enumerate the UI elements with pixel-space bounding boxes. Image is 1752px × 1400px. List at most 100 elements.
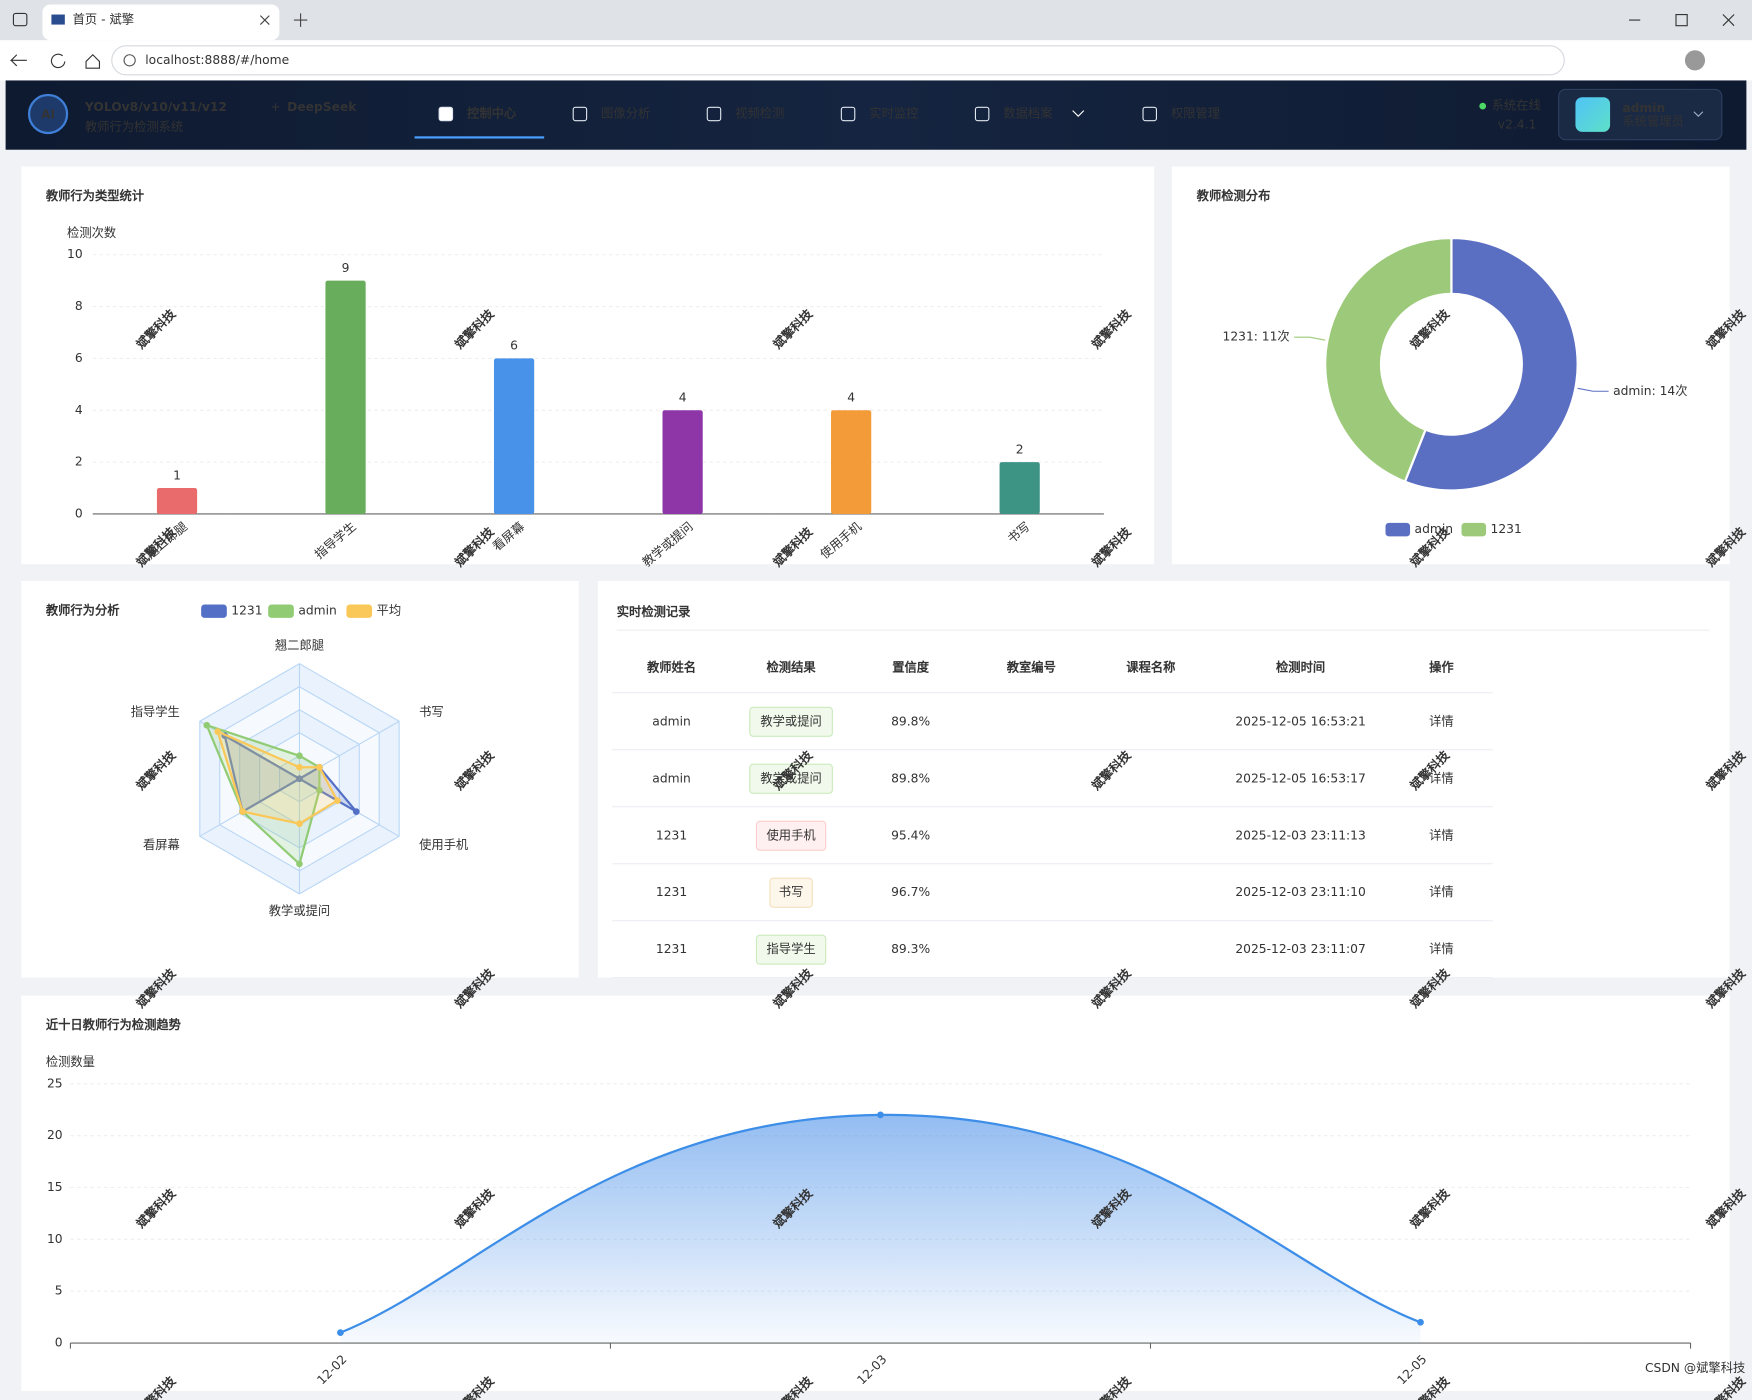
tab-title[interactable]: 首页 - 斌擎 (73, 12, 134, 27)
detail-link[interactable]: 详情 (1429, 884, 1454, 899)
legend-label[interactable]: admin (298, 604, 336, 618)
cell: 1231 (656, 828, 687, 842)
status-dot (1479, 102, 1487, 110)
result-tag (749, 763, 833, 794)
bar (493, 358, 535, 514)
data-label: 4 (847, 390, 855, 404)
nav-item[interactable]: 视频检测 (735, 105, 784, 120)
nav-icon (706, 106, 722, 122)
column-header: 课程名称 (1126, 660, 1176, 675)
cell: 2025-12-05 16:53:21 (1235, 714, 1365, 728)
new-tab-icon[interactable] (293, 13, 308, 27)
legend-label[interactable]: 1231 (1491, 522, 1522, 536)
legend-label[interactable]: 1231 (231, 604, 262, 618)
cell: 89.8% (891, 771, 930, 785)
window-controls (1629, 13, 1735, 27)
result-tag-text: 使用手机 (767, 827, 817, 842)
tab-bar (0, 0, 1752, 41)
line-point (877, 1111, 884, 1119)
active-tab[interactable] (42, 4, 280, 41)
radar-label: 使用手机 (419, 837, 469, 852)
nav-item[interactable]: 实时监控 (869, 105, 918, 120)
card (21, 166, 1155, 565)
nav-item[interactable]: 数据档案 (1003, 105, 1052, 120)
cell: 1231 (656, 885, 687, 899)
card-title: 教师检测分布 (1196, 188, 1271, 203)
detail-link[interactable]: 详情 (1429, 827, 1454, 842)
icon (12, 12, 28, 27)
address-bar[interactable] (111, 45, 1565, 76)
radar-label: 书写 (419, 705, 444, 719)
radar-point (203, 721, 211, 729)
dropdown-icon (1693, 111, 1704, 117)
title: DeepSeek (287, 100, 357, 114)
nav-item[interactable]: 图像分析 (601, 106, 650, 120)
y-tick-label: 0 (75, 506, 83, 520)
credit: CSDN @斌擎科技 (1645, 1360, 1745, 1375)
subtitle: 教师行为检测系统 (85, 119, 183, 134)
y-tick-label: 15 (47, 1180, 63, 1194)
nav-icons[interactable] (9, 53, 101, 69)
nav-item[interactable]: 权限管理 (1171, 105, 1220, 120)
legend-label[interactable]: admin (1415, 522, 1453, 536)
detail-link[interactable]: 详情 (1429, 770, 1454, 785)
nav-icon (438, 106, 454, 122)
column-header: 教室编号 (1006, 660, 1056, 675)
cell: 1231 (656, 942, 687, 956)
axis-title: 检测数量 (46, 1054, 95, 1069)
legend-swatch[interactable] (346, 604, 373, 618)
result-tag-text: 指导学生 (767, 941, 816, 956)
y-tick-label: 2 (75, 455, 83, 469)
card-title: 近十日教师行为检测趋势 (46, 1017, 182, 1032)
card-title: 教师行为分析 (45, 603, 120, 618)
pie-slice (1324, 236, 1453, 483)
title: + (270, 100, 280, 114)
cell: 96.7% (891, 885, 930, 899)
data-label: 9 (342, 261, 350, 275)
profile-icon[interactable] (1684, 50, 1706, 71)
version-text: v2.4.1 (1498, 118, 1537, 132)
legend-swatch[interactable] (201, 604, 227, 618)
axis-title: 检测次数 (67, 225, 116, 240)
nav-item[interactable]: 控制中心 (467, 105, 517, 120)
card (1172, 166, 1730, 565)
card-title: 实时检测记录 (617, 604, 691, 619)
y-tick-label: 4 (75, 403, 83, 417)
detail-link[interactable]: 详情 (1429, 941, 1454, 956)
legend-swatch[interactable] (268, 604, 294, 618)
dropdown-icon[interactable] (1072, 110, 1085, 117)
title: YOLOv8/v10/v11/v12 (84, 100, 227, 114)
line-point (337, 1329, 344, 1336)
app-header (5, 80, 1747, 150)
cell: 95.4% (891, 828, 930, 842)
url-text[interactable]: localhost:8888/#/home (145, 53, 289, 67)
cell: 89.8% (891, 714, 930, 728)
card (597, 581, 1730, 978)
user-name: admin (1622, 101, 1665, 115)
detail-link[interactable]: 详情 (1429, 713, 1454, 728)
column-header: 操作 (1429, 660, 1454, 675)
legend-swatch[interactable] (1385, 522, 1411, 537)
close-icon[interactable] (259, 15, 270, 25)
legend-swatch[interactable] (1461, 522, 1487, 537)
y-tick-label: 6 (75, 351, 83, 365)
card-title: 教师行为类型统计 (45, 188, 145, 203)
pie-slice (1403, 236, 1579, 492)
radar-point (352, 808, 360, 815)
cell: 89.3% (891, 942, 930, 956)
radar-point (214, 728, 222, 735)
nav-icon (1142, 106, 1158, 122)
result-tag (769, 877, 813, 908)
avatar (1575, 97, 1611, 132)
nav-active-bar (414, 136, 545, 139)
cell: 2025-12-03 23:11:07 (1235, 942, 1365, 956)
bar (999, 462, 1040, 514)
legend-label[interactable]: 平均 (377, 604, 402, 618)
column-header: 检测结果 (767, 660, 817, 675)
bar (156, 488, 198, 514)
bar (831, 410, 872, 514)
radar-point (239, 808, 247, 815)
info-icon (123, 54, 136, 67)
y-tick-label: 10 (67, 247, 83, 261)
y-tick-label: 10 (47, 1232, 63, 1246)
